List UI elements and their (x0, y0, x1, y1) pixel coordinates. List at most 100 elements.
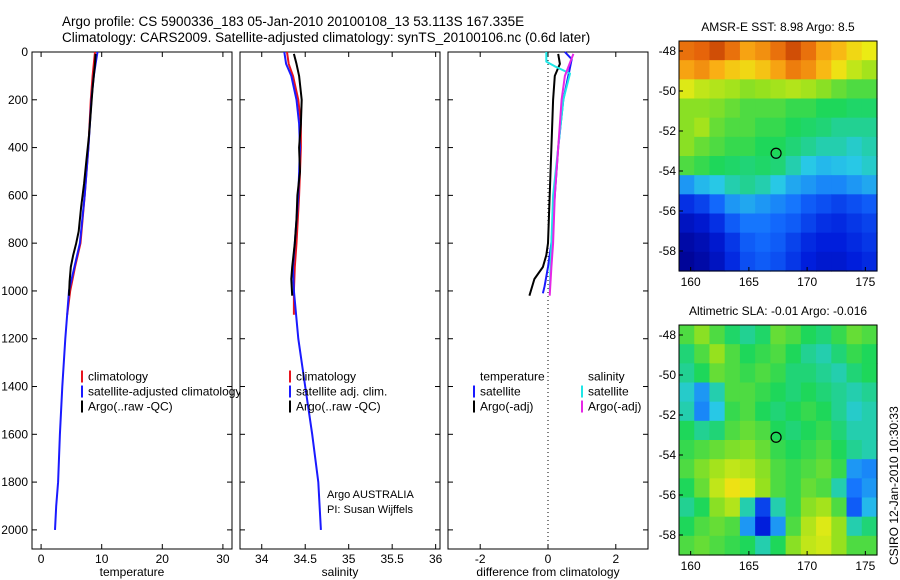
sst-map-cell (816, 175, 832, 195)
sla-map-cell (816, 440, 832, 460)
sla-map-cell (679, 382, 695, 403)
sst-map-cell (785, 251, 802, 272)
sla-map-cell (739, 420, 756, 441)
sst-map-cell (739, 251, 756, 272)
sst-map-cell (694, 98, 711, 119)
sst-map-cell (724, 136, 741, 157)
sla-map-cell (724, 478, 741, 499)
sst-map-cell (800, 156, 817, 176)
sst-map-cell (739, 232, 756, 253)
sst-map-cell (739, 98, 756, 119)
sla-map-cell (846, 459, 863, 479)
sla-map-ytick-label: -52 (659, 408, 677, 422)
sst-map-cell (679, 175, 695, 195)
sst-map-cell (739, 175, 756, 195)
sla-map-cell (846, 420, 863, 441)
sla-map-cell (739, 363, 756, 384)
sst-map-cell (724, 194, 741, 215)
sla-map-cell (724, 344, 741, 364)
sla-map-cell (694, 382, 711, 403)
salinity-legend-label: climatology (296, 370, 356, 384)
sla-map-title: Altimetric SLA: -0.01 Argo: -0.016 (689, 304, 867, 318)
sst-map-cell (770, 156, 787, 176)
sst-map-cell (694, 251, 711, 272)
sla-map-ytick-label: -56 (659, 488, 677, 502)
sla-map-cell (679, 363, 695, 384)
salinity-series-2 (290, 53, 303, 296)
sst-map-xtick-label: 170 (797, 275, 817, 289)
sst-map-cell (816, 136, 832, 157)
sla-map-cell (724, 325, 741, 345)
sst-map-cell (861, 60, 878, 80)
sla-map-cell (800, 459, 817, 479)
sst-map-cell (831, 232, 848, 253)
sla-map-cell (755, 382, 771, 403)
sst-map-ytick-label: -52 (659, 124, 677, 138)
sla-map-cell (709, 344, 726, 364)
sla-map-cell (816, 363, 832, 384)
sst-map-profile-marker (770, 147, 782, 159)
sst-map-cell (755, 79, 771, 100)
sla-map-cell (816, 401, 832, 422)
salinity-annotation-line: Argo AUSTRALIA (327, 489, 414, 501)
salinity-legend-label: Argo(..raw -QC) (296, 400, 381, 414)
sla-map-cell (709, 459, 726, 479)
sst-map-cell (724, 175, 741, 195)
sla-map-cell (831, 497, 848, 518)
sst-map-cell (846, 136, 863, 157)
sla-map-cell (831, 440, 848, 460)
sla-map-profile-marker (770, 431, 782, 443)
sst-map-cell (846, 60, 863, 80)
sst-map-ytick-label: -56 (659, 204, 677, 218)
sla-map-cell (709, 478, 726, 499)
difference-xtick-label: 0 (545, 552, 552, 566)
sst-map-cell (816, 117, 832, 138)
sst-map-xtick-label: 165 (739, 275, 759, 289)
sst-map-cell (679, 79, 695, 100)
sla-map-cell (861, 459, 878, 479)
sla-map-cell (800, 535, 817, 556)
sst-map-cell (739, 79, 756, 100)
sst-map-cell (739, 136, 756, 157)
sla-map-cell (816, 382, 832, 403)
sst-map-ytick-label: -58 (659, 244, 677, 258)
sla-map-cell (679, 478, 695, 499)
sla-map-cell (694, 478, 711, 499)
sla-map-cell (755, 440, 771, 460)
sst-map-cell (755, 136, 771, 157)
sla-map-cell (770, 420, 787, 441)
sst-map-cell (861, 194, 878, 215)
sst-map-frame (678, 40, 878, 272)
sst-map-cell (846, 194, 863, 215)
sla-map-cell (861, 478, 878, 499)
sla-map-cell (694, 325, 711, 345)
sla-map-cell (770, 344, 787, 364)
sst-map-cell (861, 213, 878, 234)
sst-map-cell (861, 136, 878, 157)
sla-map-cell (755, 478, 771, 499)
sla-map-xtick-label: 170 (797, 559, 817, 573)
sla-map-cell (770, 478, 787, 499)
sla-map-cell (709, 401, 726, 422)
sst-map-cell (785, 60, 802, 80)
figure-title-line-1: Argo profile: CS 5900336_183 05-Jan-2010… (62, 14, 525, 29)
sst-map-cell (770, 194, 787, 215)
sla-map-cell (831, 325, 848, 345)
sst-map-cell (770, 98, 787, 119)
sst-map-cell (755, 98, 771, 119)
sla-map-cell (694, 497, 711, 518)
sst-map-cell (831, 213, 848, 234)
sst-map-cell (861, 98, 878, 119)
sla-map-cell (831, 420, 848, 441)
sla-map-cell (831, 535, 848, 556)
sla-map-cell (800, 325, 817, 345)
sst-map-cell (831, 60, 848, 80)
sla-map-cell (694, 344, 711, 364)
difference-series-salinity-3 (548, 53, 575, 296)
sst-map-cell (861, 79, 878, 100)
sst-map-cell (846, 117, 863, 138)
sla-map-cell (800, 440, 817, 460)
sst-map-cell (724, 213, 741, 234)
temperature-ytick-label: 600 (8, 188, 28, 202)
